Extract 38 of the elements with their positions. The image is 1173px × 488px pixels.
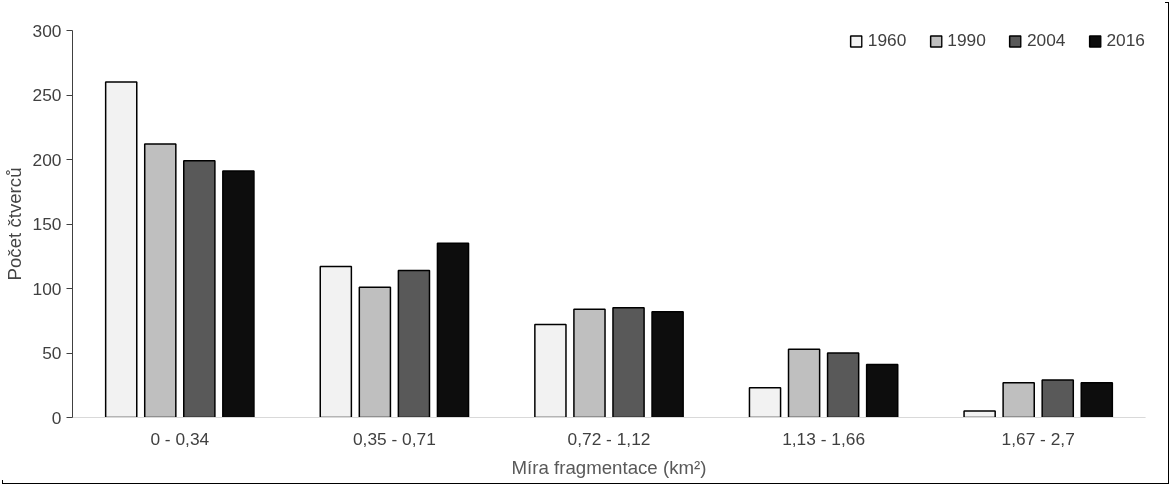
bar	[963, 410, 996, 418]
bar	[651, 310, 684, 418]
legend-label: 1960	[867, 30, 907, 51]
y-tick-label: 100	[32, 278, 62, 299]
bar	[104, 81, 138, 418]
bar	[865, 363, 899, 418]
bar	[436, 242, 470, 418]
x-tick-label: 1,67 - 2,7	[1001, 428, 1075, 449]
y-tick-label: 250	[32, 85, 62, 105]
x-tick-label: 0,72 - 1,12	[567, 428, 651, 449]
y-axis-title: Počet čtverců	[3, 167, 25, 281]
bar	[534, 323, 567, 418]
bar	[573, 308, 606, 418]
bar	[183, 160, 216, 418]
bar	[826, 352, 860, 418]
y-tick-label: 0	[51, 407, 62, 428]
bar	[1041, 379, 1075, 418]
legend-label: 2004	[1026, 30, 1066, 51]
x-axis-title: Míra fragmentace (km²)	[511, 456, 707, 478]
bar	[612, 307, 645, 418]
bar	[787, 348, 821, 418]
legend-label: 2016	[1106, 30, 1145, 51]
x-tick-label: 1,13 - 1,66	[782, 428, 866, 449]
y-tick-label: 300	[32, 20, 62, 41]
bar	[397, 269, 431, 418]
bar	[358, 286, 392, 418]
legend-label: 1990	[947, 30, 986, 51]
y-tick-label: 150	[32, 214, 62, 234]
bar	[319, 265, 353, 418]
bar	[1002, 381, 1035, 418]
bar	[748, 387, 782, 418]
bar	[143, 143, 177, 418]
x-tick-label: 0,35 - 0,71	[352, 428, 436, 449]
bar	[222, 170, 255, 418]
x-tick-label: 0 - 0,34	[150, 428, 210, 449]
y-tick-label: 50	[42, 343, 62, 363]
bar	[1080, 381, 1114, 418]
y-tick-label: 200	[32, 149, 62, 170]
